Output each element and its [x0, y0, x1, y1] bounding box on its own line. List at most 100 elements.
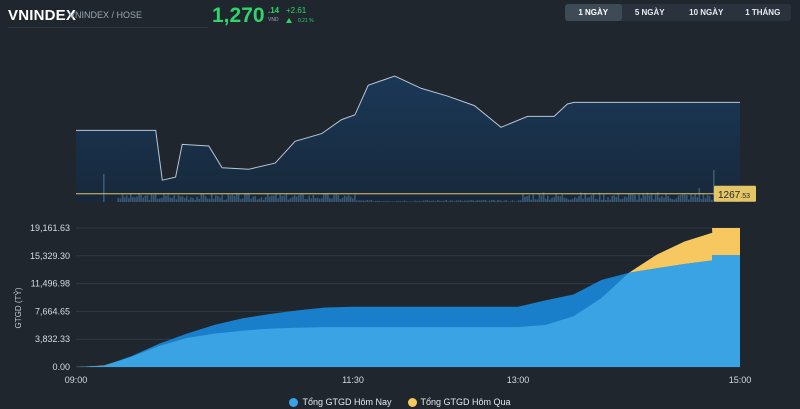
volume-bar — [173, 194, 176, 202]
volume-bar — [679, 194, 682, 202]
volume-bar — [177, 194, 180, 202]
volume-bar — [295, 196, 298, 202]
exchange-label: VNINDEX / HOSE — [69, 10, 143, 20]
volume-bar — [285, 193, 288, 202]
volume-bar — [374, 200, 377, 202]
reference-label-int: 1267 — [718, 190, 741, 201]
volume-bar — [134, 197, 136, 202]
volume-bar — [212, 198, 215, 202]
volume-bar — [210, 193, 213, 202]
volume-bar — [513, 201, 516, 202]
volume-bar — [148, 199, 151, 202]
volume-bar — [393, 201, 396, 202]
volume-bar — [408, 201, 410, 202]
volume-bar — [163, 194, 165, 202]
volume-bar — [596, 199, 599, 202]
volume-bar — [343, 195, 346, 202]
volume-bar — [534, 199, 537, 202]
volume-bar — [329, 198, 331, 202]
change-value: +2.61 — [286, 6, 307, 15]
up-triangle-icon — [286, 18, 292, 23]
legend-item-yesterday[interactable]: Tổng GTGD Hôm Qua — [407, 397, 511, 407]
volume-bar — [478, 200, 481, 202]
volume-bar — [171, 197, 173, 202]
volume-bar — [356, 200, 358, 202]
volume-bar — [208, 198, 211, 202]
volume-bar — [708, 196, 711, 202]
volume-bar — [117, 197, 120, 202]
volume-bar — [580, 192, 582, 202]
volume-bar — [545, 198, 547, 202]
volume-bar — [565, 198, 568, 202]
volume-bar — [549, 199, 551, 202]
volume-bar — [594, 198, 597, 202]
header-divider — [8, 27, 208, 28]
volume-bar — [644, 195, 647, 202]
volume-bar — [542, 192, 545, 202]
volume-bar — [694, 194, 696, 202]
volume-bar — [304, 198, 306, 202]
volume-bar — [237, 193, 240, 202]
period-tabs: 1 NGÀY 5 NGÀY 10 NGÀY 1 THÁNG — [565, 4, 791, 21]
volume-bar — [700, 199, 703, 202]
volume-bar — [381, 201, 383, 202]
volume-bar — [410, 201, 412, 202]
volume-bar — [420, 201, 423, 202]
volume-bar — [439, 200, 441, 202]
volume-bar — [312, 194, 315, 202]
volume-bar — [574, 197, 576, 202]
legend-label-yesterday: Tổng GTGD Hôm Qua — [420, 397, 511, 407]
volume-bars — [103, 170, 740, 202]
value-chart: 19,161.63 15,329.30 11,496.98 7,664.65 3,832… — [14, 223, 751, 385]
volume-bar — [491, 200, 493, 202]
volume-bar — [395, 201, 398, 202]
volume-bar — [630, 194, 632, 202]
volume-bar — [275, 193, 277, 202]
volume-bar — [314, 198, 317, 202]
volume-bar — [416, 201, 418, 202]
tab-1-day[interactable]: 1 NGÀY — [565, 4, 622, 21]
volume-bar — [235, 193, 238, 202]
volume-bar — [466, 200, 468, 202]
volume-bar — [499, 200, 501, 202]
volume-bar — [520, 200, 522, 202]
volume-bar — [121, 193, 124, 202]
volume-bar — [366, 200, 369, 202]
tab-10-days[interactable]: 10 NGÀY — [689, 8, 724, 17]
volume-bar — [252, 196, 254, 202]
volume-bar — [611, 195, 613, 202]
volume-bar — [169, 197, 171, 202]
volume-bar — [480, 200, 483, 202]
volume-bar — [310, 198, 313, 202]
volume-bar — [634, 195, 636, 202]
tab-5-days[interactable]: 5 NGÀY — [634, 8, 665, 17]
volume-bar — [219, 197, 221, 202]
volume-bar — [432, 200, 435, 202]
volume-bar — [140, 195, 142, 202]
volume-bar — [445, 200, 447, 202]
volume-bar — [530, 199, 532, 202]
volume-bar — [327, 193, 329, 202]
volume-bar — [383, 201, 385, 202]
volume-bar — [472, 200, 474, 202]
volume-bar — [345, 196, 348, 202]
tab-1-month[interactable]: 1 THÁNG — [745, 8, 781, 17]
volume-bar — [449, 200, 452, 202]
volume-bar — [293, 195, 296, 202]
volume-bar — [453, 201, 456, 202]
series-today-area — [76, 255, 740, 367]
volume-bar — [142, 197, 144, 202]
volume-bar — [430, 200, 433, 202]
volume-bar — [696, 197, 698, 202]
y-tick-labels: 19,161.63 15,329.30 11,496.98 7,664.65 3,832… — [30, 223, 70, 372]
volume-bar — [389, 201, 391, 202]
volume-bar — [156, 198, 159, 202]
volume-bar — [677, 195, 680, 202]
volume-bar — [462, 201, 464, 202]
volume-bar — [349, 196, 352, 202]
volume-bar — [223, 199, 225, 202]
legend-item-today[interactable]: Tổng GTGD Hôm Nay — [289, 397, 392, 407]
volume-bar — [239, 199, 242, 202]
volume-bar — [287, 199, 290, 202]
volume-bar — [391, 201, 393, 202]
